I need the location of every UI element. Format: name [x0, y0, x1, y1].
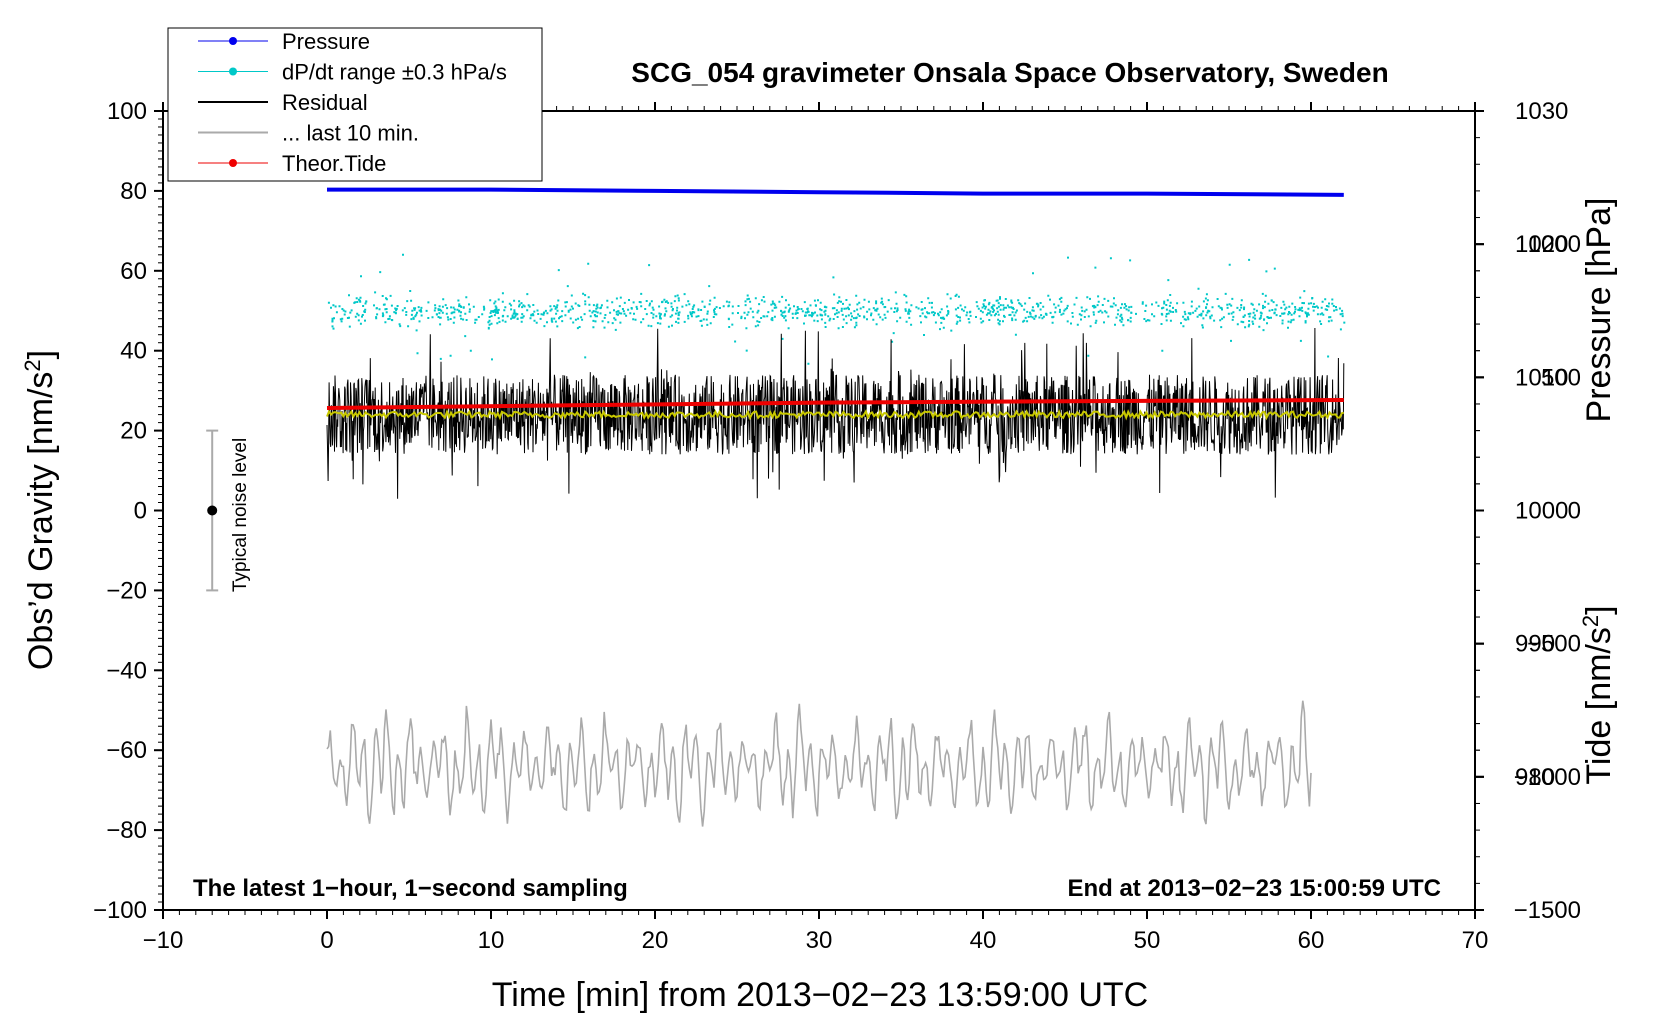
- legend-label: Pressure: [282, 29, 370, 54]
- tide-tick-label: −1500: [1514, 897, 1581, 924]
- x-tick-label: −10: [143, 927, 184, 954]
- y-axis-title-tide-text: Tide [nm/s: [1580, 627, 1618, 784]
- y-tick-label: 80: [120, 178, 147, 205]
- pressure-tick-label: 1000: [1515, 498, 1568, 525]
- note-right: End at 2013−02−23 15:00:59 UTC: [1067, 875, 1441, 902]
- x-tick-label: 20: [642, 927, 669, 954]
- theor-tide-line: [326, 398, 1344, 410]
- tide-tick-label: −1000: [1514, 764, 1581, 791]
- legend: Pressure dP/dt range ±0.3 hPa/s Residual..…: [167, 27, 543, 182]
- y-axis-title-gravity-sup: 2: [20, 359, 45, 371]
- noise-center-dot: [207, 505, 218, 516]
- y-axis-title-tide: Tide [nm/s2]: [1578, 605, 1619, 784]
- y-axis-title-tide-close: ]: [1580, 605, 1618, 614]
- y-axis-title-gravity-text: Obs’d Gravity [nm/s: [22, 372, 60, 671]
- last-10-min-line: [326, 700, 1312, 827]
- y-tick-label: −100: [93, 897, 147, 924]
- legend-label: Theor.Tide: [282, 151, 386, 176]
- x-tick-label: 50: [1134, 927, 1161, 954]
- x-tick-label: 70: [1462, 927, 1489, 954]
- pressure-tick-label: 980: [1515, 764, 1555, 791]
- residual-mean-line: [326, 408, 1345, 421]
- y-tick-label: 0: [134, 498, 147, 525]
- x-tick-label: 10: [478, 927, 505, 954]
- y-tick-label: 40: [120, 338, 147, 365]
- y-tick-label: 100: [107, 98, 147, 125]
- y-tick-label: −60: [106, 737, 147, 764]
- noise-level-group: Typical noise level: [206, 429, 251, 592]
- pressure-tick-label: 1030: [1515, 98, 1568, 125]
- x-axis-title: Time [min] from 2013−02−23 13:59:00 UTC: [492, 976, 1148, 1014]
- x-tick-label: 30: [806, 927, 833, 954]
- y-tick-label: 20: [120, 418, 147, 445]
- y-axis-title-gravity-close: ]: [22, 350, 60, 359]
- y-tick-label: 60: [120, 258, 147, 285]
- y-tick-label: −80: [106, 817, 147, 844]
- chart-title: SCG_054 gravimeter Onsala Space Observat…: [631, 57, 1388, 88]
- note-left: The latest 1−hour, 1−second sampling: [193, 875, 628, 902]
- legend-marker: [229, 37, 237, 45]
- legend-label: Residual: [282, 90, 368, 115]
- legend-label: dP/dt range ±0.3 hPa/s: [282, 60, 507, 85]
- legend-label: ... last 10 min.: [282, 121, 419, 146]
- pressure-tick-label: 1020: [1515, 231, 1568, 258]
- tide-tick-label: 1000: [1528, 231, 1581, 258]
- pressure-tick-label: 1010: [1515, 364, 1568, 391]
- pressure-tick-label: 990: [1515, 631, 1555, 658]
- y-tick-label: −40: [106, 657, 147, 684]
- tide-tick-label: 500: [1541, 364, 1581, 391]
- y-axis-title-tide-sup: 2: [1578, 615, 1603, 627]
- axis-ticks: −10 0 10 20 30 40 50 60 70100806040200−20−40−60−…: [93, 98, 1581, 954]
- dpdt-scatter-points: [327, 253, 1346, 365]
- pressure-line: [327, 187, 1344, 197]
- noise-level-label: Typical noise level: [230, 438, 251, 592]
- tide-tick-label: −500: [1527, 631, 1581, 658]
- legend-marker: [229, 159, 237, 167]
- x-tick-label: 60: [1298, 927, 1325, 954]
- data-layer: [326, 187, 1346, 827]
- y-tick-label: −20: [106, 577, 147, 604]
- legend-box: [167, 27, 543, 182]
- x-tick-label: 0: [320, 927, 333, 954]
- tide-tick-label: 0: [1568, 498, 1581, 525]
- y-axis-title-pressure: Pressure [hPa]: [1580, 198, 1618, 423]
- x-tick-label: 40: [970, 927, 997, 954]
- y-axis-title-gravity: Obs’d Gravity [nm/s2]: [20, 350, 61, 670]
- legend-marker: [229, 67, 237, 76]
